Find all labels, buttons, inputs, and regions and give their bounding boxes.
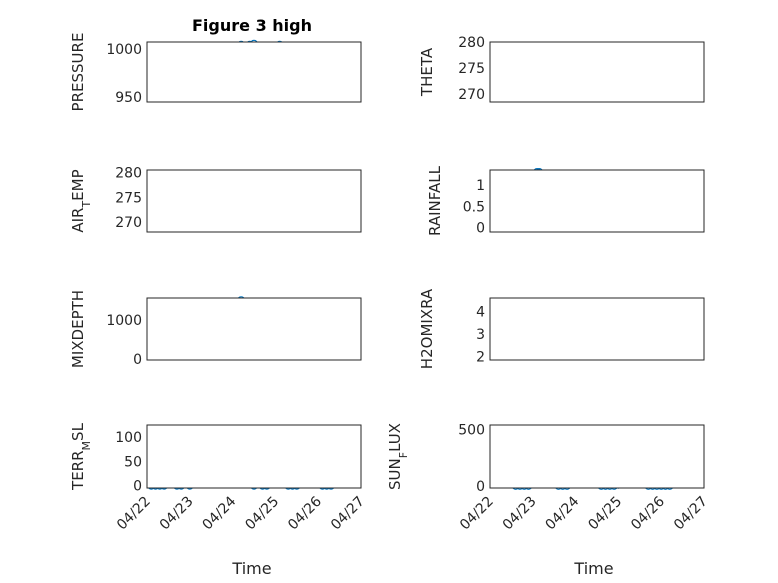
subplot-3: 270 275 280 AIRTEMP xyxy=(69,165,362,233)
y-tick-label: 950 xyxy=(115,90,142,106)
y-tick-label: 270 xyxy=(115,215,142,231)
y-tick-label: 50 xyxy=(124,454,142,470)
x-tick-label: 04/24 xyxy=(543,493,583,533)
y-tick-label: 1000 xyxy=(106,42,142,58)
y-tick-label: 0.5 xyxy=(463,199,485,215)
subplot-7: 0 50 100 04/22 04/23 04/24 04/25 04/26 04/27 TERR… xyxy=(69,422,368,533)
y-axis-label: AIRTEMP xyxy=(69,169,93,232)
y-axis-label: TERRMSL xyxy=(69,422,93,491)
x-axis-label-left: Time xyxy=(231,559,271,578)
subplot-2: 270 275 280 THETA xyxy=(418,35,705,103)
subplot-8: 0 500 04/22 04/23 04/24 04/25 04/26 04/27 SUNFLU… xyxy=(386,423,711,534)
y-tick-label: 4 xyxy=(476,305,485,321)
y-tick-label: 500 xyxy=(458,423,485,439)
y-tick-label: 275 xyxy=(115,190,142,206)
x-tick-label: 04/26 xyxy=(285,493,325,533)
x-tick-label: 04/25 xyxy=(242,494,282,534)
y-tick-label: 2 xyxy=(476,350,485,366)
x-tick-label: 04/27 xyxy=(671,494,711,534)
subplot-5: 0 1000 MIXDEPTH xyxy=(69,290,362,368)
axes-frame xyxy=(146,169,362,233)
y-tick-label: 0 xyxy=(476,221,485,237)
y-axis-label: THETA xyxy=(418,47,436,97)
axes-frame xyxy=(489,41,705,103)
axes-frame xyxy=(489,297,705,361)
subplot-4: 0 0.5 1 RAINFALL xyxy=(426,165,705,237)
x-tick-label: 04/25 xyxy=(585,494,625,534)
figure-title: Figure 3 high xyxy=(192,16,312,35)
y-tick-label: 270 xyxy=(458,87,485,103)
subplot-6: 2 3 4 H2OMIXRA xyxy=(418,288,705,369)
y-axis-label: MIXDEPTH xyxy=(69,290,87,368)
x-tick-label: 04/27 xyxy=(328,494,368,534)
y-tick-label: 0 xyxy=(476,479,485,495)
y-axis-label: PRESSURE xyxy=(69,33,87,112)
axes-frame xyxy=(489,169,705,233)
y-tick-label: 3 xyxy=(476,327,485,343)
x-tick-label: 04/23 xyxy=(157,494,197,534)
y-tick-label: 280 xyxy=(458,35,485,51)
y-axis-label: SUNFLUX xyxy=(386,423,410,490)
axes-frame xyxy=(146,424,362,489)
axes-frame xyxy=(146,41,362,103)
y-tick-label: 0 xyxy=(133,479,142,495)
x-tick-label: 04/23 xyxy=(500,494,540,534)
y-tick-label: 275 xyxy=(458,61,485,77)
y-tick-label: 0 xyxy=(133,352,142,368)
y-tick-label: 1000 xyxy=(106,313,142,329)
axes-frame xyxy=(489,424,705,489)
y-tick-label: 1 xyxy=(476,178,485,194)
y-axis-label: H2OMIXRA xyxy=(418,288,436,369)
y-tick-label: 280 xyxy=(115,165,142,181)
x-tick-label: 04/22 xyxy=(114,494,154,534)
y-tick-label: 100 xyxy=(115,430,142,446)
x-tick-label: 04/26 xyxy=(628,493,668,533)
y-axis-label: RAINFALL xyxy=(426,165,444,236)
x-axis-label-right: Time xyxy=(573,559,613,578)
x-tick-label: 04/22 xyxy=(457,494,497,534)
axes-frame xyxy=(146,297,362,361)
subplot-1: 950 1000 PRESSURE xyxy=(69,33,362,112)
x-tick-label: 04/24 xyxy=(200,493,240,533)
